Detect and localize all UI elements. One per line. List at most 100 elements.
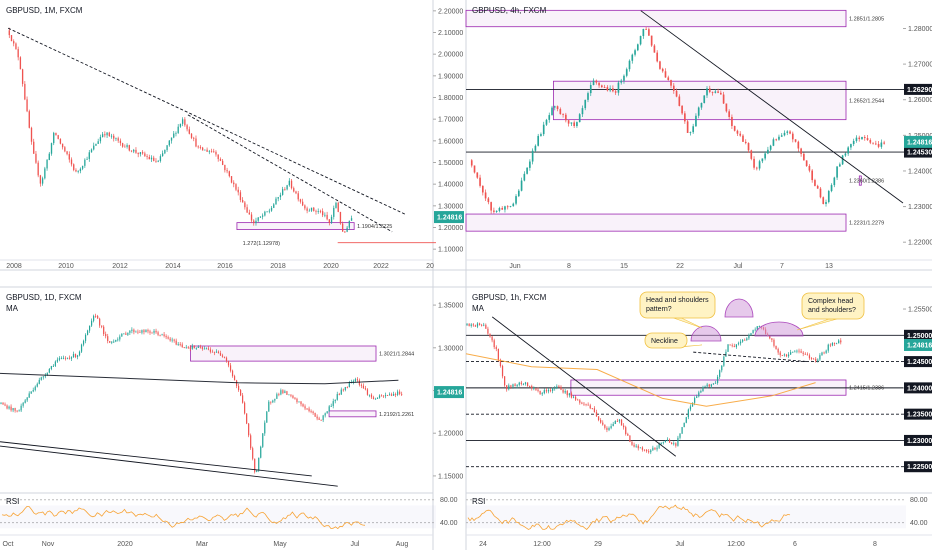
candle-body — [769, 145, 772, 150]
candle-body — [306, 208, 308, 211]
rsi-label: RSI — [472, 497, 485, 506]
x-tick-label: 2014 — [165, 263, 181, 270]
candle-body — [620, 419, 623, 426]
candle-body — [84, 334, 87, 341]
candle-body — [570, 122, 573, 124]
candle-body — [80, 344, 83, 352]
annotation-text: Neckline — [651, 338, 678, 345]
candle-body — [650, 450, 652, 453]
candle-body — [258, 457, 260, 471]
candle-body — [59, 138, 62, 144]
candle-body — [556, 386, 558, 389]
candle-body — [103, 326, 105, 335]
candle-body — [231, 370, 234, 377]
candle-body — [792, 351, 794, 353]
pattern-shoulder-arc — [690, 325, 722, 342]
candle-body — [623, 75, 625, 81]
trendline — [0, 445, 338, 487]
candle-body — [288, 180, 290, 186]
panel-title: GBPUSD, 1D, FXCM — [6, 293, 82, 302]
candle-body — [510, 385, 512, 387]
candle-body — [771, 338, 773, 340]
candle-body — [61, 143, 64, 148]
candle-body — [341, 223, 344, 232]
level-price-tag — [904, 329, 932, 341]
candle-body — [315, 210, 317, 212]
candle-body — [547, 390, 550, 392]
candle-body — [319, 211, 322, 212]
candle-body — [184, 119, 186, 126]
candle-body — [316, 416, 318, 419]
candle-body — [485, 324, 487, 329]
candle-body — [330, 405, 332, 407]
candle-body — [290, 180, 293, 189]
x-tick-label: Mar — [196, 541, 209, 548]
candle-body — [210, 151, 213, 153]
candle-body — [631, 54, 634, 61]
candle-body — [702, 387, 704, 391]
candle-body — [137, 152, 139, 155]
candle-body — [290, 394, 292, 396]
candle-body — [731, 116, 733, 127]
candle-body — [304, 205, 306, 209]
candle-body — [344, 387, 346, 390]
candle-body — [215, 351, 218, 353]
candle-body — [155, 330, 157, 333]
candle-body — [796, 350, 798, 352]
candle-body — [20, 405, 22, 411]
candle-body — [531, 150, 534, 162]
annotation-callout[interactable] — [639, 291, 716, 319]
candle-body — [286, 391, 288, 395]
candle-body — [17, 49, 19, 58]
candle-body — [266, 411, 268, 423]
candle-body — [664, 71, 667, 78]
trendline — [640, 10, 904, 204]
candle-body — [101, 134, 104, 138]
y-tick-label: 1.80000 — [438, 95, 463, 102]
level-price-tag — [904, 461, 932, 473]
candle-body — [141, 152, 144, 154]
candle-body — [137, 331, 139, 333]
candle-body — [76, 355, 79, 358]
candle-body — [524, 382, 527, 384]
candle-body — [742, 135, 744, 142]
candle-body — [217, 351, 220, 354]
candle-body — [592, 80, 595, 86]
candle-body — [104, 134, 106, 136]
candle-body — [229, 365, 232, 371]
candle-body — [24, 83, 26, 100]
candle-body — [151, 332, 153, 334]
y-tick-label: 1.24000 — [908, 168, 932, 175]
x-tick-label: 29 — [594, 541, 602, 548]
y-tick-label: 1.35000 — [438, 303, 463, 310]
candle-body — [117, 339, 119, 341]
annotation-callout[interactable] — [644, 332, 688, 349]
candle-body — [643, 449, 646, 451]
candle-body — [591, 408, 593, 410]
candle-body — [330, 216, 333, 223]
candle-body — [551, 107, 553, 116]
candle-body — [250, 214, 253, 221]
candle-body — [397, 391, 399, 395]
candle-body — [370, 394, 373, 398]
candle-body — [634, 50, 636, 55]
y-tick-label: 2.00000 — [438, 52, 463, 59]
candle-body — [56, 359, 58, 362]
candle-body — [603, 87, 606, 88]
candle-body — [399, 391, 401, 394]
candle-body — [230, 176, 233, 183]
candle-body — [830, 185, 833, 192]
candle-body — [620, 80, 623, 83]
rsi-tick-label: 40.00 — [910, 520, 928, 527]
candle-body — [395, 394, 397, 395]
candle-body — [237, 385, 240, 391]
candle-body — [28, 393, 30, 398]
candle-body — [126, 145, 128, 147]
candle-body — [37, 162, 39, 176]
candle-body — [26, 397, 28, 401]
candle-body — [12, 408, 14, 411]
annotation-callout[interactable] — [801, 292, 865, 320]
candle-body — [833, 343, 836, 344]
panel-title: GBPUSD, 1M, FXCM — [6, 6, 83, 15]
